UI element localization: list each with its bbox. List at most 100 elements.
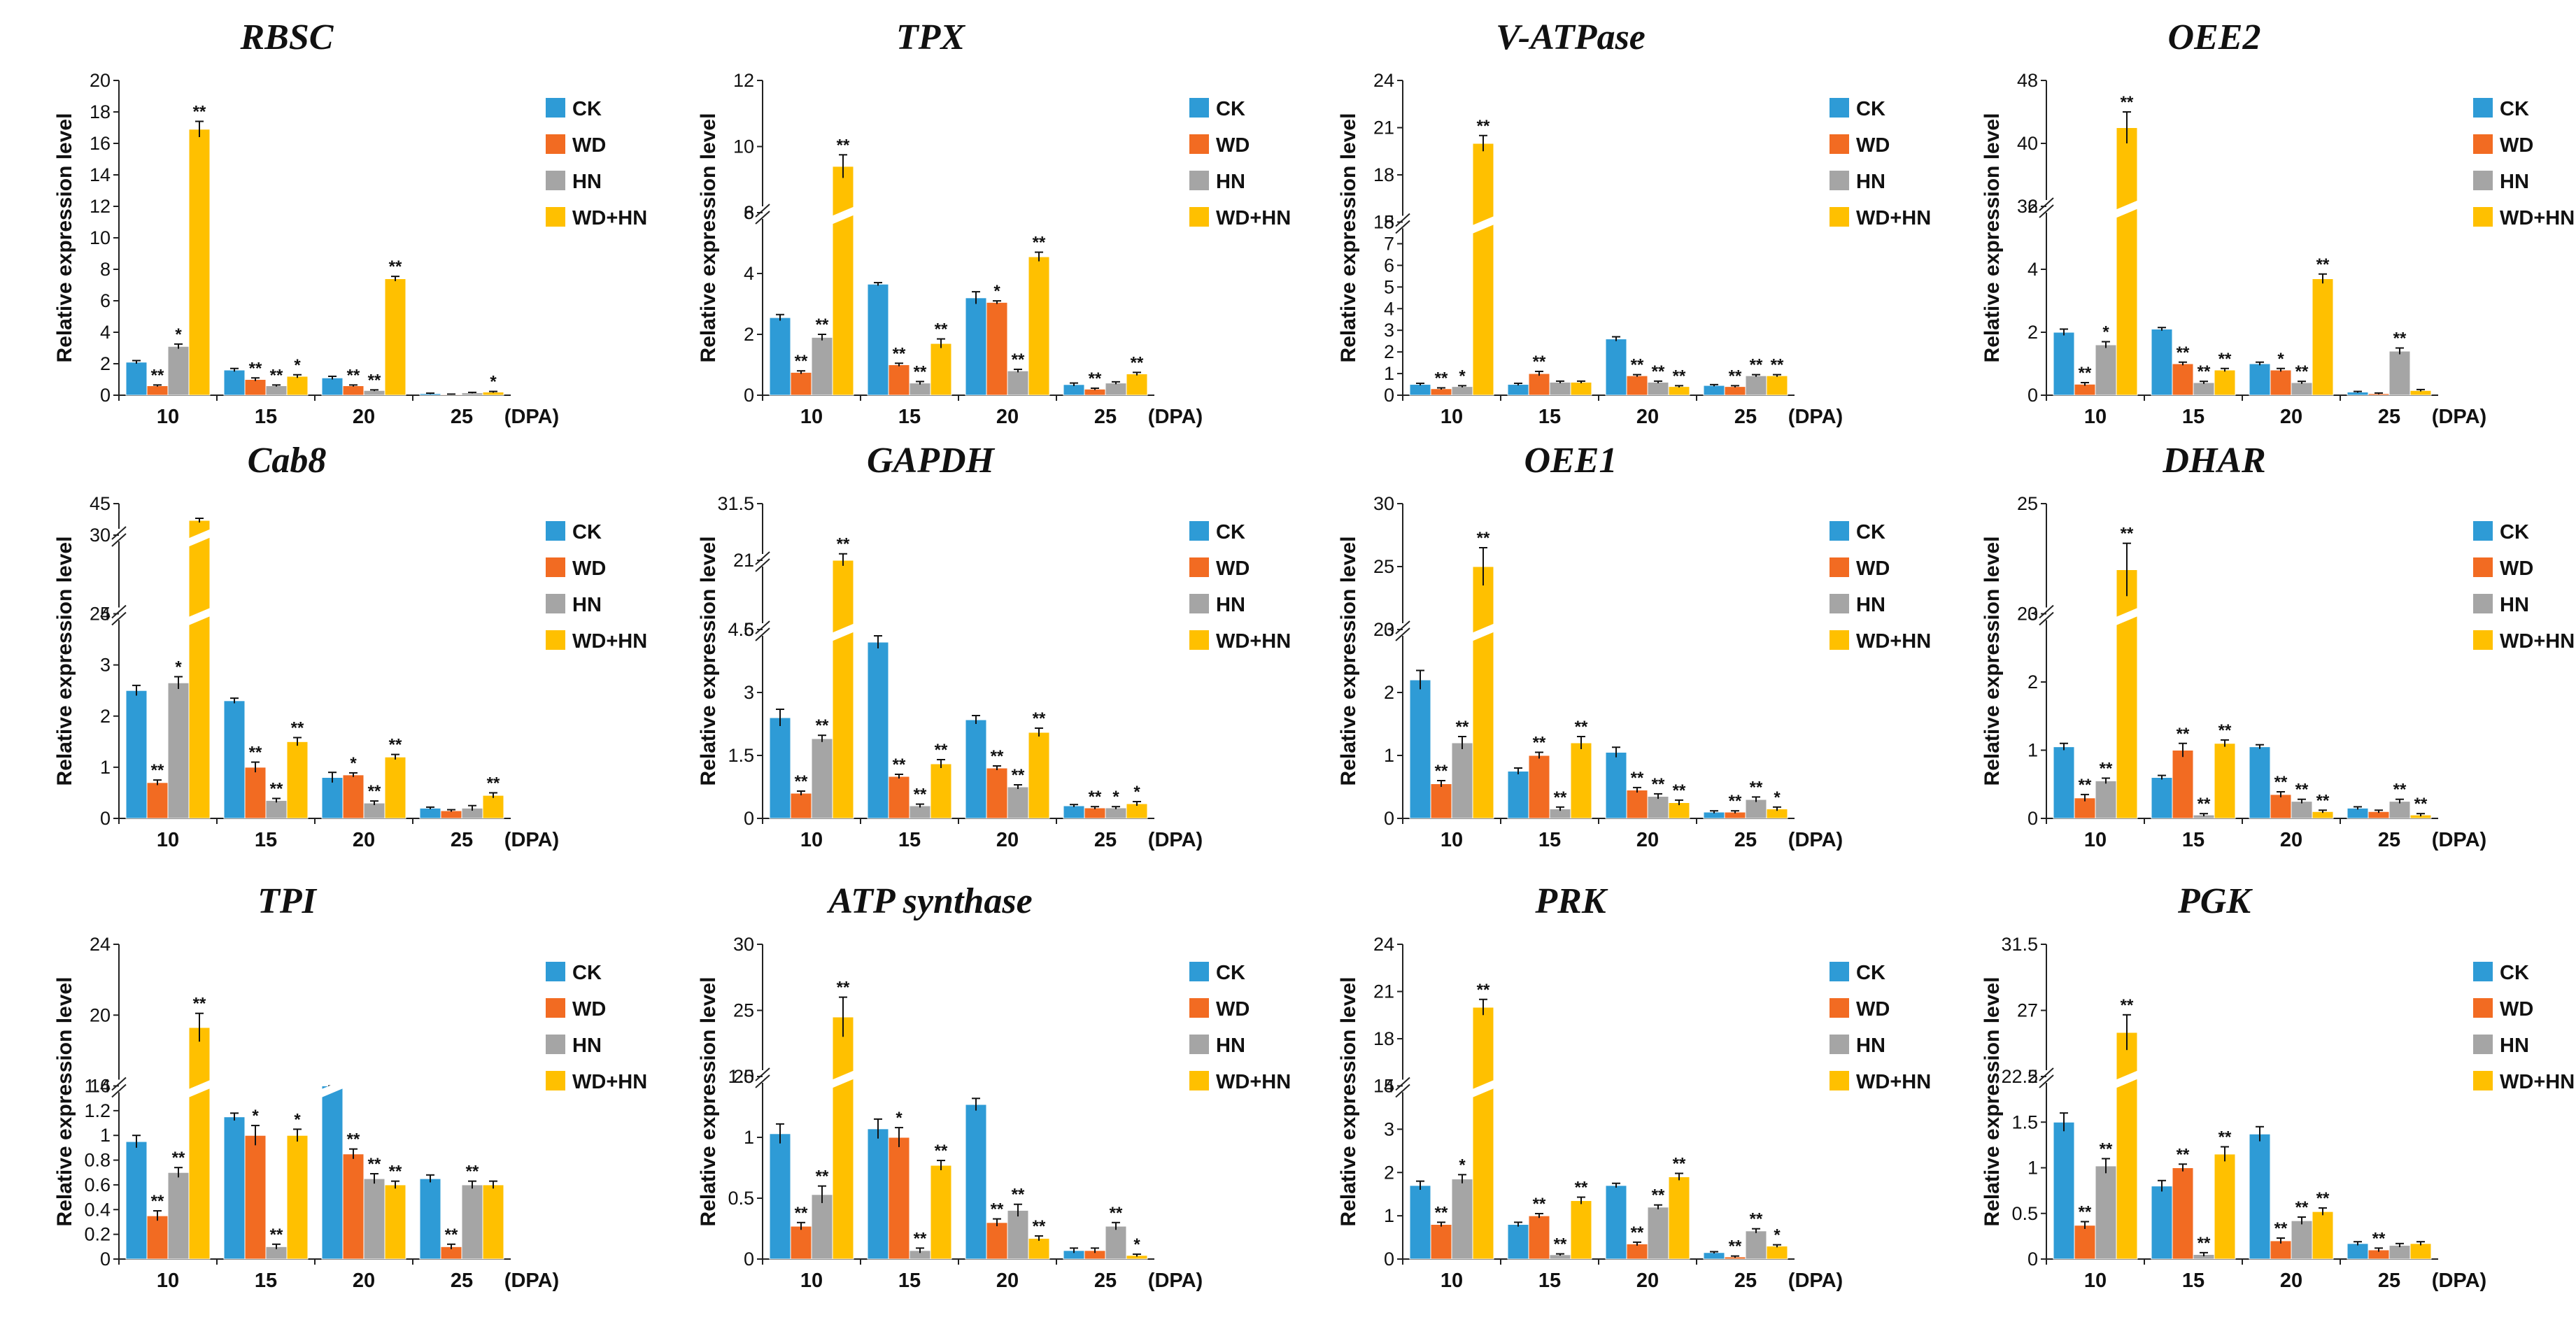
significance-marker: ** [1631, 1223, 1644, 1242]
bar-ck [2249, 746, 2271, 819]
significance-marker: ** [1033, 234, 1046, 253]
chart-panel-tpx: TPX Relative expression level 0 2 4 68 10 12 10 *… [697, 17, 1291, 428]
bar-ck [2151, 329, 2173, 396]
panel-title: GAPDH [867, 441, 996, 481]
legend-swatch-ck [2473, 521, 2493, 541]
significance-marker: ** [2198, 1234, 2211, 1253]
x-tick-label: 20 [2280, 1270, 2302, 1292]
x-tick-label: 20 [2280, 406, 2302, 428]
y-tick-label: 1 [100, 1125, 111, 1146]
bar-hn [2389, 1244, 2411, 1260]
y-tick-label: 3 [100, 655, 111, 676]
bar-wd-hn [2116, 1032, 2138, 1260]
significance-marker: ** [2121, 93, 2134, 112]
bar-wd-hn [2116, 127, 2138, 396]
legend-label: HN [2500, 171, 2529, 193]
x-tick-label: 25 [451, 829, 473, 851]
y-tick-label: 1 [1384, 363, 1394, 384]
y-tick-label: 1 [744, 1127, 754, 1148]
x-tick-label: 25 [451, 1270, 473, 1292]
panel-title: OEE2 [2168, 17, 2261, 57]
legend-label: CK [2500, 521, 2529, 543]
significance-marker: ** [1435, 762, 1448, 781]
significance-marker: ** [445, 1225, 458, 1244]
bar-ck [2249, 363, 2271, 396]
legend-swatch-wd-hn [1189, 207, 1209, 227]
legend-label: WD+HN [1856, 207, 1931, 229]
bar-ck [1063, 384, 1085, 396]
x-tick-label: 25 [2378, 829, 2400, 851]
bar-break-gap [1470, 623, 1496, 642]
bar-ck [419, 807, 441, 819]
x-tick-label: 10 [157, 829, 179, 851]
x-axis-unit: (DPA) [1148, 1270, 1203, 1292]
bar-wd-hn [384, 756, 406, 819]
legend-label: HN [1216, 1035, 1245, 1057]
legend-label: HN [2500, 594, 2529, 616]
legend-label: WD+HN [1216, 1071, 1291, 1093]
bar-wd-hn [2409, 1243, 2432, 1260]
y-axis-label: Relative expression level [697, 113, 720, 363]
y-tick-label: 30 [90, 525, 111, 546]
legend-swatch-wd-hn [546, 630, 565, 650]
significance-marker: ** [795, 772, 808, 791]
y-tick-label: 10 [733, 136, 754, 157]
legend-label: WD+HN [572, 207, 647, 229]
legend-label: WD+HN [2500, 1071, 2575, 1093]
bar-wd [888, 776, 910, 819]
y-tick-label: 21 [1373, 981, 1394, 1002]
significance-marker: ** [837, 136, 850, 155]
axis-break-mark [2039, 204, 2054, 218]
bar-ck [1507, 384, 1529, 396]
x-tick-label: 20 [353, 1270, 375, 1292]
x-tick-label: 15 [898, 406, 921, 428]
significance-marker: ** [2121, 525, 2134, 543]
x-tick-label: 15 [2182, 406, 2205, 428]
significance-marker: ** [1750, 1210, 1763, 1229]
bar-wd-hn [286, 1135, 309, 1260]
bar-wd-hn [2214, 1153, 2236, 1260]
y-tick-label: 14 [90, 164, 111, 185]
significance-marker: ** [1631, 356, 1644, 375]
x-axis-unit: (DPA) [1788, 1270, 1843, 1292]
y-tick-label: 20 [90, 70, 111, 91]
legend-swatch-ck [1830, 98, 1849, 118]
y-tick-label: 3 [2027, 604, 2038, 625]
x-tick-label: 15 [255, 406, 277, 428]
legend-label: CK [2500, 962, 2529, 984]
significance-marker: ** [1673, 781, 1686, 800]
legend-swatch-hn [1830, 171, 1849, 190]
bar-hn [1007, 786, 1029, 819]
significance-marker: ** [2316, 1189, 2330, 1208]
significance-marker: ** [1533, 1195, 1546, 1214]
chart-panel-atp-synthase: ATP synthase Relative expression level 0 0.… [697, 881, 1291, 1292]
legend-swatch-wd [2473, 998, 2493, 1018]
bar-wd-hn [1472, 1007, 1494, 1260]
bar-ck [2053, 332, 2075, 396]
bar-ck [2151, 1186, 2173, 1260]
legend-swatch-ck [1189, 521, 1209, 541]
significance-marker: ** [151, 366, 164, 385]
x-tick-label: 15 [255, 829, 277, 851]
bar-hn [2389, 350, 2411, 396]
significance-marker: ** [837, 979, 850, 997]
bar-wd [440, 810, 462, 819]
bar-wd [244, 379, 267, 396]
bar-wd [146, 385, 169, 396]
bar-ck [1507, 1224, 1529, 1260]
x-tick-label: 20 [1636, 1270, 1659, 1292]
legend-label: CK [572, 962, 602, 984]
y-tick-label: 24 [1373, 934, 1394, 955]
y-tick-label: 16 [90, 133, 111, 154]
legend-label: WD [572, 998, 606, 1021]
legend-label: WD [2500, 998, 2533, 1021]
x-tick-label: 20 [353, 406, 375, 428]
significance-marker: ** [2198, 795, 2211, 813]
axis-break-mark [111, 526, 127, 540]
bar-wd [2270, 794, 2292, 819]
bar-wd-hn [1126, 374, 1148, 396]
significance-marker: * [896, 1109, 903, 1128]
bar-break-gap [1470, 1079, 1496, 1099]
legend-label: WD [1856, 998, 1890, 1021]
panel-title: DHAR [2162, 441, 2265, 481]
